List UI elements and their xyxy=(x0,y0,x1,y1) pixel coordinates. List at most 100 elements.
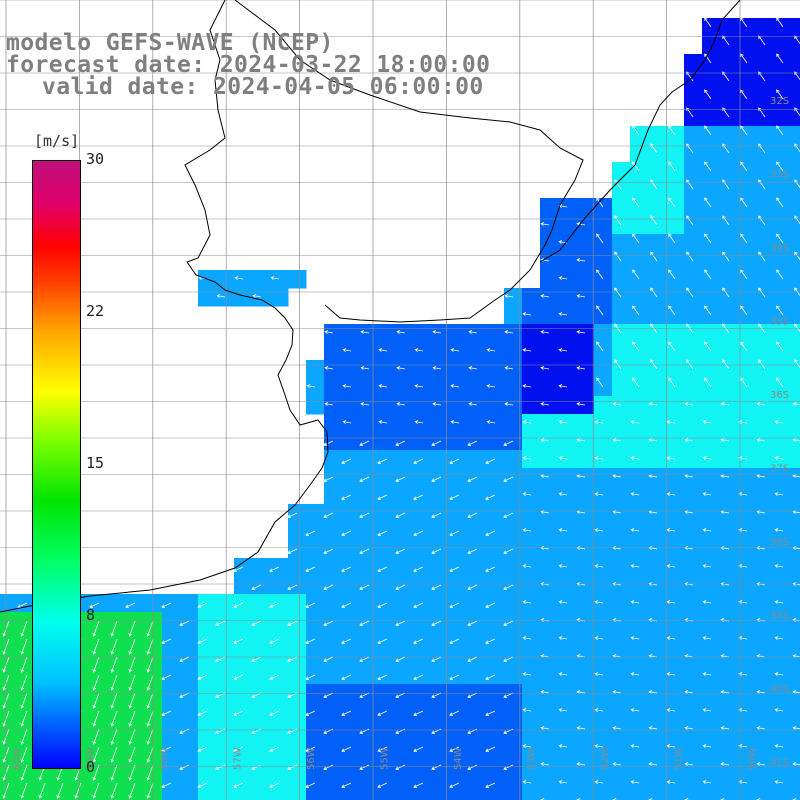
wind-cell xyxy=(396,468,415,487)
wind-arrow xyxy=(703,529,712,532)
wind-cell xyxy=(306,738,325,757)
wind-arrow xyxy=(413,458,424,464)
wind-cell xyxy=(756,18,775,37)
wind-arrow xyxy=(361,331,370,334)
wind-arrow-head xyxy=(359,694,363,698)
wind-arrow xyxy=(503,656,514,662)
wind-arrow xyxy=(559,277,568,280)
wind-arrow xyxy=(395,764,406,770)
wind-cell xyxy=(612,378,631,397)
wind-arrow-head xyxy=(305,784,309,788)
wind-cell xyxy=(702,468,721,487)
wind-arrow xyxy=(614,179,622,190)
wind-arrow-head xyxy=(648,474,653,478)
wind-arrow xyxy=(21,710,28,727)
wind-arrow-head xyxy=(792,726,797,730)
wind-cell xyxy=(792,378,800,397)
wind-arrow xyxy=(595,601,604,604)
wind-arrow-head xyxy=(666,564,671,568)
wind-arrow-head xyxy=(305,604,309,608)
wind-arrow-head xyxy=(396,366,401,370)
wind-arrow-head xyxy=(540,618,545,622)
wind-arrow xyxy=(559,385,568,388)
valid-date: valid date: 2024-04-05 06:00:00 xyxy=(42,74,484,100)
wind-arrow xyxy=(757,727,766,730)
wind-arrow-head xyxy=(738,600,743,604)
wind-arrow xyxy=(147,638,154,655)
wind-cell xyxy=(738,180,757,199)
wind-cell xyxy=(378,360,397,379)
wind-cell xyxy=(792,666,800,685)
wind-cell xyxy=(324,576,343,595)
wind-arrow-head xyxy=(594,636,599,640)
wind-arrow-head xyxy=(648,690,653,694)
wind-cell xyxy=(792,558,800,577)
wind-cell xyxy=(396,432,415,451)
wind-arrow-head xyxy=(359,766,363,770)
wind-arrow xyxy=(449,674,460,680)
wind-cell xyxy=(396,594,415,613)
wind-cell xyxy=(432,702,451,721)
wind-cell xyxy=(558,324,577,343)
wind-cell xyxy=(414,756,433,775)
wind-cell xyxy=(630,792,649,800)
wind-arrow xyxy=(559,745,568,748)
wind-arrow-head xyxy=(594,492,599,496)
wind-cell xyxy=(360,486,379,505)
wind-cell xyxy=(288,594,307,613)
wind-arrow-head xyxy=(485,460,489,464)
wind-arrow xyxy=(179,728,190,734)
wind-arrow xyxy=(776,305,784,316)
wind-cell xyxy=(504,702,523,721)
wind-cell xyxy=(558,360,577,379)
wind-arrow-head xyxy=(233,568,237,572)
wind-arrow-head xyxy=(540,474,545,478)
wind-arrow-head xyxy=(540,438,545,442)
wind-arrow-head xyxy=(360,330,365,334)
wind-arrow xyxy=(649,439,658,442)
wind-cell xyxy=(378,414,397,433)
wind-arrow xyxy=(541,511,550,514)
wind-arrow xyxy=(740,269,748,280)
wind-arrow xyxy=(75,782,82,799)
wind-arrow xyxy=(93,764,100,781)
wind-cell xyxy=(738,738,757,757)
wind-cell xyxy=(378,720,397,739)
wind-cell xyxy=(702,558,721,577)
wind-cell xyxy=(414,720,433,739)
wind-arrow xyxy=(431,512,442,518)
wind-cell xyxy=(792,504,800,523)
wind-arrow-head xyxy=(287,514,291,518)
wind-arrow xyxy=(740,125,748,136)
wind-cell xyxy=(630,558,649,577)
wind-arrow xyxy=(631,601,640,604)
wind-arrow-head xyxy=(128,633,133,637)
wind-cell xyxy=(522,432,541,451)
wind-cell xyxy=(540,450,559,469)
wind-arrow-head xyxy=(431,694,435,698)
wind-cell xyxy=(756,576,775,595)
wind-cell xyxy=(684,360,703,379)
wind-arrow-head xyxy=(704,125,708,130)
wind-cell xyxy=(342,774,361,793)
wind-cell xyxy=(756,720,775,739)
wind-arrow-head xyxy=(251,622,255,626)
wind-cell xyxy=(522,720,541,739)
wind-cell xyxy=(720,270,739,289)
wind-arrow-head xyxy=(450,348,455,352)
wind-arrow-head xyxy=(596,197,600,202)
wind-arrow xyxy=(377,674,388,680)
wind-arrow-head xyxy=(522,708,527,712)
wind-cell xyxy=(432,522,451,541)
wind-cell xyxy=(378,396,397,415)
wind-arrow-head xyxy=(558,780,563,784)
wind-cell xyxy=(360,504,379,523)
wind-arrow-head xyxy=(794,251,798,256)
wind-cell xyxy=(432,450,451,469)
wind-cell xyxy=(252,702,271,721)
wind-cell xyxy=(540,540,559,559)
wind-cell xyxy=(630,162,649,181)
wind-arrow xyxy=(614,359,622,370)
wind-cell xyxy=(234,756,253,775)
wind-arrow-head xyxy=(342,348,347,352)
